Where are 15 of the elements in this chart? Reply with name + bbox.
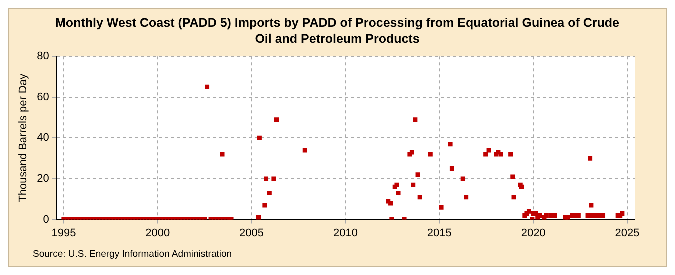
y-axis-title: Thousand Barrels per Day [18,74,30,202]
chart-title: Monthly West Coast (PADD 5) Imports by PADD of Processing from Equatorial Guinea of Crude Oil and Petroleum Products [54,15,620,46]
x-tick-label: 2025 [615,227,640,240]
y-tick-label: 80 [37,50,50,63]
x-tick-label: 2020 [521,227,546,240]
x-tick-label: 2005 [240,227,264,240]
x-tick-label: 2010 [333,227,358,240]
y-tick-label: 60 [37,91,50,104]
x-tick-label: 2000 [146,227,170,240]
x-tick-label: 2015 [427,227,452,240]
y-tick-label: 40 [37,132,50,144]
y-tick-label: 20 [37,173,50,186]
y-tick-label: 0 [43,214,50,226]
source-note: Source: U.S. Energy Information Administration [33,249,232,260]
x-tick-label: 1995 [52,227,76,240]
